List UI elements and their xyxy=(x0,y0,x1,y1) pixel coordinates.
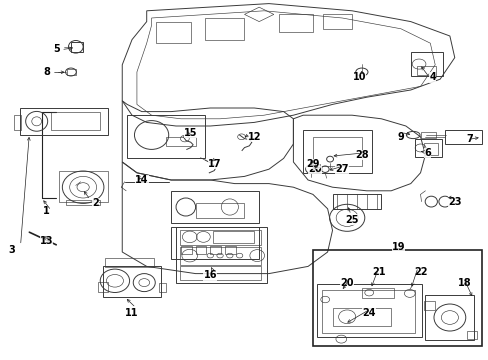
Bar xyxy=(71,42,83,52)
Bar xyxy=(420,132,435,138)
Bar xyxy=(195,246,206,254)
Text: 10: 10 xyxy=(352,72,366,82)
Bar xyxy=(316,284,421,337)
Text: 19: 19 xyxy=(391,242,405,252)
Text: 3: 3 xyxy=(9,245,16,255)
Text: 15: 15 xyxy=(183,128,197,138)
Bar xyxy=(20,108,107,135)
Bar xyxy=(98,282,107,292)
Bar xyxy=(312,250,481,346)
Text: 9: 9 xyxy=(397,132,404,142)
Bar xyxy=(416,66,435,75)
Text: 1: 1 xyxy=(43,206,50,216)
Bar xyxy=(424,143,437,155)
Bar xyxy=(59,171,107,202)
Bar xyxy=(195,203,244,218)
Bar xyxy=(159,283,166,292)
Text: 12: 12 xyxy=(247,132,261,142)
Bar xyxy=(321,290,414,333)
Text: 28: 28 xyxy=(354,150,368,160)
Text: 14: 14 xyxy=(135,175,148,185)
Bar xyxy=(171,227,259,259)
Text: 8: 8 xyxy=(43,67,50,77)
Text: 29: 29 xyxy=(305,159,319,169)
Bar xyxy=(14,115,21,130)
Bar xyxy=(180,266,260,280)
Bar xyxy=(466,331,476,339)
Bar xyxy=(205,18,244,40)
Bar xyxy=(166,137,195,146)
Text: 25: 25 xyxy=(345,215,358,225)
Bar xyxy=(224,246,235,254)
Bar xyxy=(180,230,260,245)
Text: 11: 11 xyxy=(125,308,139,318)
Text: 17: 17 xyxy=(208,159,222,169)
Bar xyxy=(102,266,161,297)
Bar xyxy=(278,14,312,32)
Text: 20: 20 xyxy=(340,278,353,288)
Bar xyxy=(51,112,100,130)
Bar xyxy=(171,191,259,223)
Bar xyxy=(66,200,100,205)
Text: 24: 24 xyxy=(362,308,375,318)
Text: 18: 18 xyxy=(457,278,470,288)
Bar xyxy=(410,52,442,76)
Bar xyxy=(67,69,76,75)
Bar xyxy=(332,308,390,326)
Text: 6: 6 xyxy=(424,148,430,158)
Text: 2: 2 xyxy=(92,198,99,208)
Bar xyxy=(210,246,221,254)
Bar xyxy=(176,227,266,283)
Text: 16: 16 xyxy=(203,270,217,280)
Text: 22: 22 xyxy=(413,267,427,277)
Bar xyxy=(180,247,260,265)
Bar xyxy=(312,137,361,166)
Text: 5: 5 xyxy=(53,44,60,54)
Bar xyxy=(414,139,441,157)
Text: 4: 4 xyxy=(428,72,435,82)
Text: 7: 7 xyxy=(465,134,472,144)
Bar xyxy=(212,231,254,243)
Bar xyxy=(425,295,473,340)
Text: 26: 26 xyxy=(308,164,322,174)
Text: 23: 23 xyxy=(447,197,461,207)
Text: 13: 13 xyxy=(40,236,53,246)
Bar xyxy=(322,14,351,29)
Bar xyxy=(303,130,371,173)
Bar xyxy=(424,301,434,310)
Bar xyxy=(332,194,381,209)
Bar xyxy=(105,258,154,267)
Text: 21: 21 xyxy=(371,267,385,277)
Text: 27: 27 xyxy=(335,164,348,174)
Bar xyxy=(361,288,393,298)
Bar xyxy=(156,22,190,43)
Bar xyxy=(181,246,191,254)
Bar xyxy=(444,130,481,144)
Bar xyxy=(127,115,205,158)
